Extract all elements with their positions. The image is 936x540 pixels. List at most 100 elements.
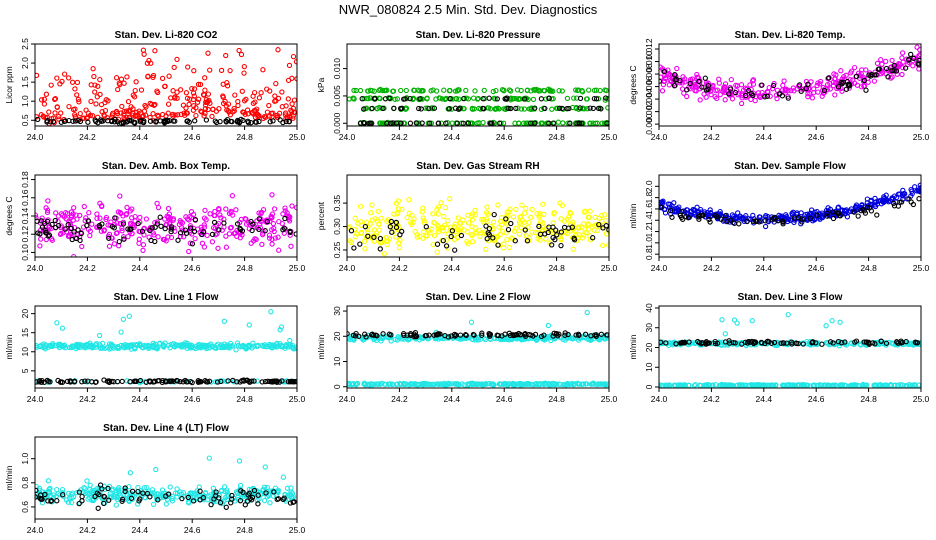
data-point	[145, 345, 152, 351]
data-point	[902, 191, 908, 197]
panel-frame	[34, 436, 298, 520]
data-point	[277, 117, 283, 123]
data-point	[201, 113, 207, 119]
data-point	[192, 235, 198, 242]
data-point	[140, 490, 146, 496]
data-point	[522, 227, 528, 233]
data-point	[501, 241, 507, 247]
data-point	[713, 88, 719, 94]
data-point	[759, 89, 765, 96]
data-point	[550, 88, 556, 94]
panel-frame	[346, 43, 610, 127]
data-point	[853, 382, 859, 388]
data-point	[235, 102, 241, 109]
data-point	[470, 95, 477, 101]
data-point	[209, 113, 215, 120]
data-point	[718, 216, 724, 222]
data-point	[129, 206, 135, 212]
data-point	[726, 91, 732, 97]
x-tick-label: 24.4	[132, 263, 149, 273]
data-point	[525, 96, 531, 103]
data-point	[145, 73, 151, 79]
y-tick-label: 0.005	[332, 85, 342, 107]
data-point	[442, 204, 449, 211]
x-tick-label: 24.8	[236, 525, 253, 535]
data-point	[348, 239, 354, 246]
y-tick-label: 1.8	[644, 191, 654, 203]
data-point	[348, 228, 355, 234]
data-point	[687, 80, 693, 87]
data-point	[241, 70, 247, 76]
data-point	[662, 206, 668, 212]
data-point	[189, 85, 195, 92]
data-point	[191, 68, 197, 74]
data-point	[185, 64, 191, 70]
data-point	[215, 245, 221, 251]
data-point	[150, 501, 157, 508]
data-point	[554, 232, 560, 238]
y-tick-label: 0.14	[20, 207, 30, 224]
data-point	[703, 341, 709, 347]
data-point	[256, 210, 262, 216]
data-point	[524, 238, 531, 244]
data-point	[874, 60, 881, 67]
data-point	[382, 381, 388, 388]
data-point	[463, 332, 469, 339]
data-point	[350, 95, 356, 101]
data-point	[262, 464, 268, 470]
data-point	[803, 85, 809, 92]
data-point	[910, 201, 917, 208]
data-point	[394, 211, 400, 217]
data-point	[673, 341, 679, 347]
data-point	[913, 56, 919, 63]
data-point	[283, 342, 289, 349]
data-point	[908, 51, 914, 58]
data-point	[285, 379, 292, 385]
data-point	[697, 97, 703, 103]
data-point	[288, 495, 295, 501]
data-point	[57, 379, 64, 385]
data-point	[722, 97, 728, 103]
data-point	[212, 212, 218, 219]
y-tick-label: 0.8	[644, 248, 654, 260]
data-point	[141, 485, 148, 491]
data-point	[239, 88, 245, 94]
data-point	[279, 220, 285, 227]
data-point	[599, 218, 605, 224]
data-point	[256, 95, 263, 101]
data-point	[369, 202, 375, 208]
data-point	[93, 341, 99, 347]
data-point	[85, 110, 91, 116]
data-point	[891, 68, 897, 74]
data-point	[137, 341, 143, 347]
data-point	[168, 95, 174, 101]
data-point	[795, 214, 802, 221]
data-point	[192, 216, 199, 223]
data-point	[183, 110, 189, 116]
data-point	[781, 78, 787, 84]
data-point	[94, 211, 100, 217]
data-point	[434, 249, 440, 255]
data-point	[393, 224, 400, 231]
data-point	[371, 234, 377, 240]
data-point	[226, 210, 233, 217]
data-point	[203, 117, 210, 123]
y-tick-label: 0.35	[332, 195, 342, 212]
data-point	[268, 342, 275, 348]
x-tick-label: 24.0	[651, 132, 668, 142]
data-point	[570, 246, 576, 252]
data-point	[752, 382, 758, 388]
data-point	[190, 498, 197, 504]
data-point	[177, 87, 184, 93]
data-point	[394, 96, 401, 102]
data-point	[588, 333, 594, 339]
data-point	[749, 318, 755, 324]
data-point	[163, 501, 169, 507]
data-point	[532, 105, 538, 111]
data-point	[798, 88, 804, 94]
data-point	[490, 88, 496, 95]
panel-points	[35, 309, 297, 386]
data-point	[46, 109, 52, 115]
data-point	[369, 331, 375, 337]
